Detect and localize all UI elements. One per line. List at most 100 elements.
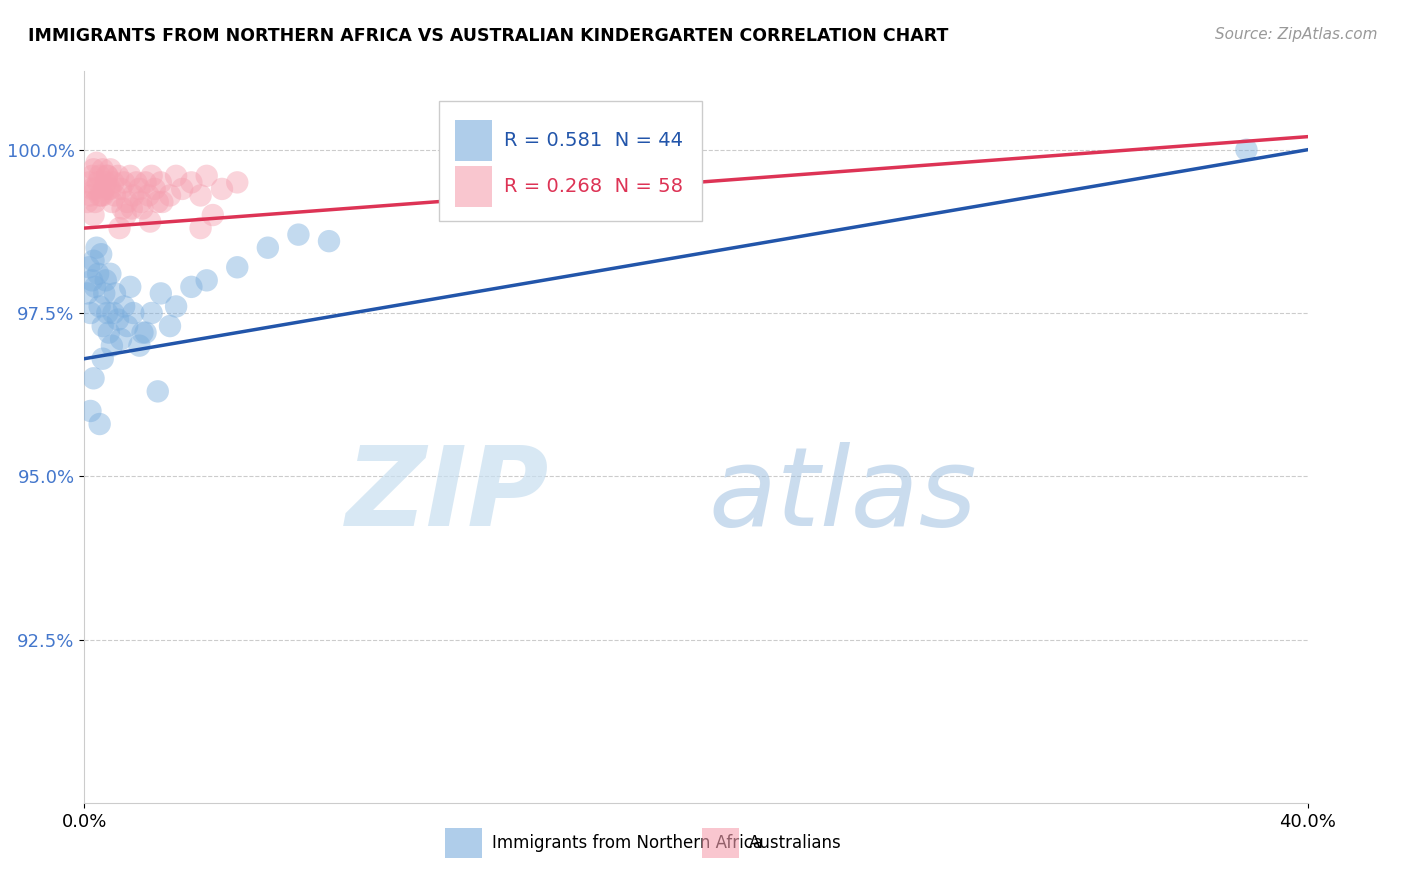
Point [149, 175, 172, 189]
Point [131, 202, 153, 216]
Text: ZIP: ZIP [346, 442, 550, 549]
Point [180, 280, 202, 294]
Point [104, 286, 127, 301]
Point [120, 280, 142, 294]
Point [93, 182, 115, 196]
Point [146, 384, 169, 399]
Point [190, 188, 212, 202]
Point [83, 162, 105, 177]
Point [93, 286, 115, 301]
Point [87, 175, 110, 189]
Point [80, 169, 103, 183]
Point [90, 247, 112, 261]
Point [91, 319, 114, 334]
Point [159, 319, 181, 334]
Point [318, 234, 340, 248]
Point [86, 241, 108, 255]
Point [84, 194, 107, 209]
Point [190, 221, 212, 235]
Point [89, 169, 111, 183]
Point [97, 182, 120, 196]
Point [98, 267, 121, 281]
Point [79, 404, 101, 418]
Point [76, 286, 98, 301]
Point [83, 208, 105, 222]
FancyBboxPatch shape [456, 120, 492, 161]
Point [86, 155, 108, 169]
Point [84, 280, 107, 294]
Point [120, 169, 142, 183]
Point [89, 188, 111, 202]
Point [84, 182, 107, 196]
Point [89, 300, 111, 314]
Point [96, 306, 118, 320]
Point [128, 182, 150, 196]
Point [91, 162, 114, 177]
Point [97, 326, 120, 340]
Text: Immigrants from Northern Africa: Immigrants from Northern Africa [492, 834, 762, 852]
Point [141, 306, 163, 320]
Point [112, 300, 135, 314]
Point [87, 267, 110, 281]
Point [1236, 143, 1258, 157]
Point [101, 338, 124, 352]
Point [139, 214, 162, 228]
Point [96, 169, 118, 183]
Point [287, 227, 309, 242]
Text: R = 0.268  N = 58: R = 0.268 N = 58 [503, 178, 683, 196]
Point [131, 326, 153, 340]
Point [111, 202, 134, 216]
Point [195, 169, 218, 183]
Point [201, 208, 224, 222]
Point [76, 194, 98, 209]
Point [79, 188, 101, 202]
Point [141, 169, 163, 183]
Point [146, 194, 169, 209]
Point [103, 306, 125, 320]
Point [143, 182, 166, 196]
Text: R = 0.581  N = 44: R = 0.581 N = 44 [503, 131, 683, 151]
Point [195, 273, 218, 287]
Point [89, 417, 111, 431]
Point [77, 175, 100, 189]
Point [159, 188, 181, 202]
Point [172, 182, 194, 196]
Point [135, 175, 157, 189]
Point [91, 351, 114, 366]
Point [79, 306, 101, 320]
Point [180, 175, 202, 189]
Point [94, 273, 117, 287]
Point [257, 241, 280, 255]
Point [125, 175, 148, 189]
Point [110, 332, 132, 346]
Point [80, 273, 103, 287]
Point [94, 175, 117, 189]
Point [91, 188, 114, 202]
Point [101, 194, 124, 209]
Point [98, 182, 121, 196]
Point [83, 371, 105, 385]
FancyBboxPatch shape [456, 167, 492, 207]
Text: Australians: Australians [748, 834, 841, 852]
Point [96, 169, 118, 183]
FancyBboxPatch shape [702, 829, 738, 858]
Text: IMMIGRANTS FROM NORTHERN AFRICA VS AUSTRALIAN KINDERGARTEN CORRELATION CHART: IMMIGRANTS FROM NORTHERN AFRICA VS AUSTR… [28, 27, 949, 45]
Point [90, 188, 112, 202]
Point [115, 194, 138, 209]
Point [122, 188, 145, 202]
Point [83, 253, 105, 268]
Point [107, 169, 129, 183]
Point [115, 319, 138, 334]
Text: Source: ZipAtlas.com: Source: ZipAtlas.com [1215, 27, 1378, 42]
Point [149, 286, 172, 301]
Point [80, 182, 103, 196]
Point [104, 188, 127, 202]
Point [226, 260, 249, 275]
Text: atlas: atlas [709, 442, 977, 549]
Point [211, 182, 233, 196]
Point [114, 208, 136, 222]
FancyBboxPatch shape [439, 101, 702, 221]
Point [128, 338, 150, 352]
Point [165, 300, 187, 314]
Point [129, 194, 152, 209]
